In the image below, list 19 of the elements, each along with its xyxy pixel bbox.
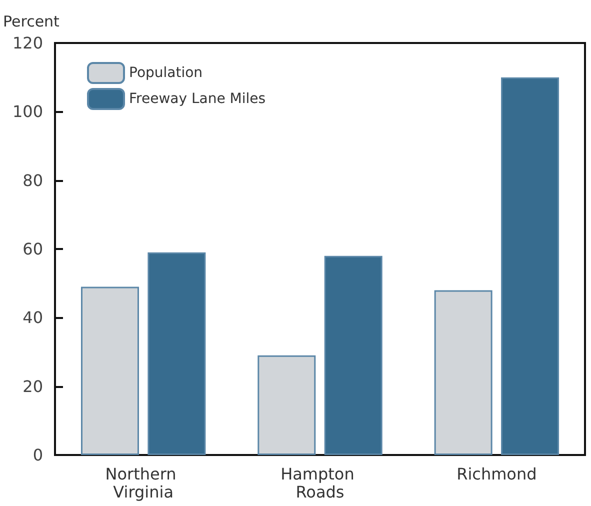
legend-label: Freeway Lane Miles [129,91,266,107]
y-tick-label: 40 [22,308,43,328]
y-axis-title: Percent [3,12,60,30]
x-tick-label: Northern Virginia [105,464,182,502]
bar [501,77,560,455]
legend-label: Population [129,65,203,81]
bar [434,290,492,455]
bar [258,355,316,455]
y-tick-label: 100 [12,102,43,122]
y-tick-label: 0 [32,446,43,464]
y-tick-label: 120 [12,34,43,52]
bar [80,286,139,455]
y-tick-label: 60 [22,240,43,258]
x-tick-label: Richmond [456,464,537,484]
bar [324,256,382,455]
bar [148,252,206,455]
y-tick-label: 80 [22,170,43,190]
y-tick-label: 20 [22,376,43,396]
x-tick-label: Hampton Roads [280,464,360,502]
